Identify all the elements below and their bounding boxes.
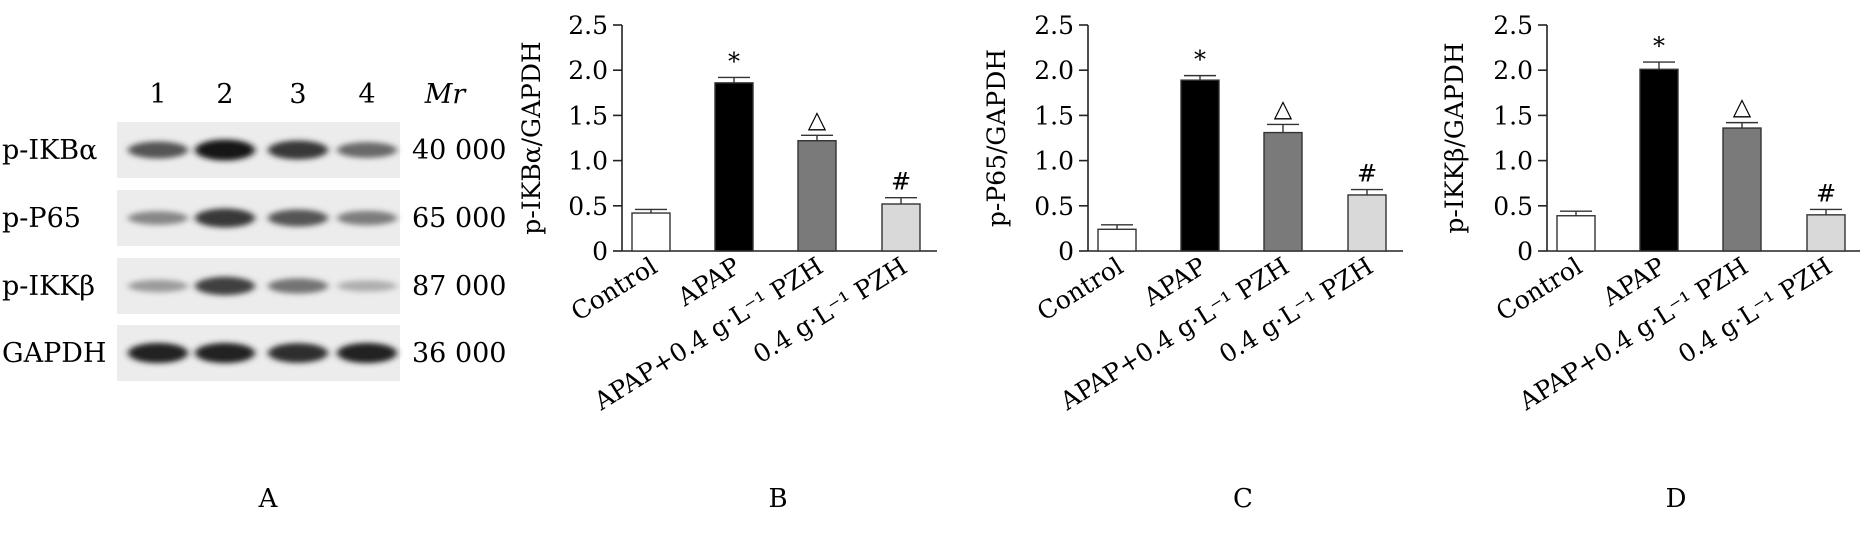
y-tick-label: 1.5 (1034, 101, 1074, 130)
protein-label: GAPDH (2, 338, 106, 369)
protein-band (195, 342, 255, 364)
bar (1347, 194, 1387, 252)
significance-marker: △ (808, 105, 827, 133)
lane-label: 2 (216, 79, 233, 110)
significance-marker: △ (1274, 94, 1293, 122)
y-tick-label: 1.5 (568, 101, 608, 130)
y-tick-label: 0.5 (1034, 192, 1074, 221)
panel-label-a: A (258, 484, 279, 514)
lane-label: 3 (289, 79, 306, 110)
y-axis-label: p-P65/GAPDH (982, 49, 1011, 227)
protein-band (268, 278, 328, 294)
bar (1806, 214, 1846, 252)
molecular-mass-label: 40 000 (412, 135, 506, 166)
protein-band (128, 279, 188, 293)
protein-band (337, 342, 397, 364)
lane-label: 4 (358, 79, 375, 110)
blot-row: p-IKBα 40 000 (2, 122, 506, 178)
y-tick-label: 2.5 (568, 11, 608, 40)
protein-band (268, 343, 328, 363)
significance-marker: △ (1733, 93, 1752, 121)
molecular-mass-label: 87 000 (412, 271, 506, 302)
mr-header: Mr (424, 79, 468, 110)
y-tick-label: 2.5 (1034, 11, 1074, 40)
bar-chart-p-ikba: p-IKBα/GAPDH00.51.01.52.02.5Control*APAP… (517, 11, 937, 416)
bar (1556, 215, 1596, 252)
protein-band (195, 139, 255, 161)
x-category-label: Control (1032, 251, 1128, 326)
y-tick-label: 2.5 (1493, 11, 1533, 40)
significance-marker: * (728, 47, 740, 75)
bar-chart-p-p65: p-P65/GAPDH00.51.01.52.02.5Control*APAP△… (982, 11, 1403, 416)
y-tick-label: 0 (1517, 237, 1533, 266)
significance-marker: # (1816, 179, 1836, 207)
bar (714, 82, 754, 252)
bar (1263, 131, 1303, 252)
y-axis-label: p-IKKβ/GAPDH (1440, 42, 1469, 233)
significance-marker: # (891, 168, 911, 196)
y-tick-label: 1.0 (1034, 147, 1074, 176)
significance-marker: # (1357, 160, 1377, 188)
protein-band (337, 142, 397, 158)
protein-label: p-IKBα (2, 135, 97, 166)
bar (1639, 68, 1679, 252)
significance-marker: * (1653, 32, 1665, 60)
protein-label: p-P65 (2, 203, 81, 234)
protein-band (195, 276, 255, 296)
western-blot-panel: Mr 1 2 3 4 p-IKBα 40 000 p-P65 65 000 p-IKKβ 87 … (2, 79, 506, 381)
blot-row: p-IKKβ 87 000 (2, 258, 506, 314)
x-category-label: Control (566, 251, 662, 326)
bar-chart-p-ikkb: p-IKKβ/GAPDH00.51.01.52.02.5Control*APAP… (1440, 11, 1860, 416)
protein-band (268, 209, 328, 227)
bar (797, 140, 837, 252)
protein-label: p-IKKβ (2, 271, 95, 302)
blot-row: p-P65 65 000 (2, 190, 506, 246)
y-tick-label: 2.0 (568, 56, 608, 85)
panel-labels: A B C D (258, 484, 1687, 514)
y-tick-label: 2.0 (1034, 56, 1074, 85)
bar (881, 203, 921, 252)
molecular-mass-label: 36 000 (412, 338, 506, 369)
panel-label-c: C (1233, 484, 1253, 514)
y-tick-label: 1.0 (568, 147, 608, 176)
y-tick-label: 2.0 (1493, 56, 1533, 85)
y-tick-label: 1.0 (1493, 147, 1533, 176)
bar (1722, 127, 1762, 252)
bar (1180, 79, 1220, 252)
y-tick-label: 0.5 (1493, 192, 1533, 221)
y-tick-label: 1.5 (1493, 101, 1533, 130)
lane-label: 1 (149, 79, 166, 110)
y-tick-label: 0 (1058, 237, 1074, 266)
protein-band (128, 342, 188, 364)
x-category-label: Control (1491, 251, 1587, 326)
bar (631, 212, 671, 252)
protein-band (128, 211, 188, 225)
blot-row: GAPDH 36 000 (2, 325, 506, 381)
protein-band (195, 208, 255, 228)
significance-marker: * (1194, 46, 1206, 74)
panel-label-b: B (768, 484, 787, 514)
y-tick-label: 0.5 (568, 192, 608, 221)
panel-label-d: D (1666, 484, 1687, 514)
lane-labels: 1 2 3 4 (149, 79, 375, 110)
protein-band (337, 210, 397, 226)
blot-rows: p-IKBα 40 000 p-P65 65 000 p-IKKβ 87 000 GAPDH… (2, 122, 506, 381)
protein-band (128, 141, 188, 159)
y-axis-label: p-IKBα/GAPDH (517, 41, 546, 234)
molecular-mass-label: 65 000 (412, 203, 506, 234)
y-tick-label: 0 (592, 237, 608, 266)
protein-band (268, 140, 328, 160)
bar (1097, 228, 1137, 252)
protein-band (337, 280, 397, 292)
